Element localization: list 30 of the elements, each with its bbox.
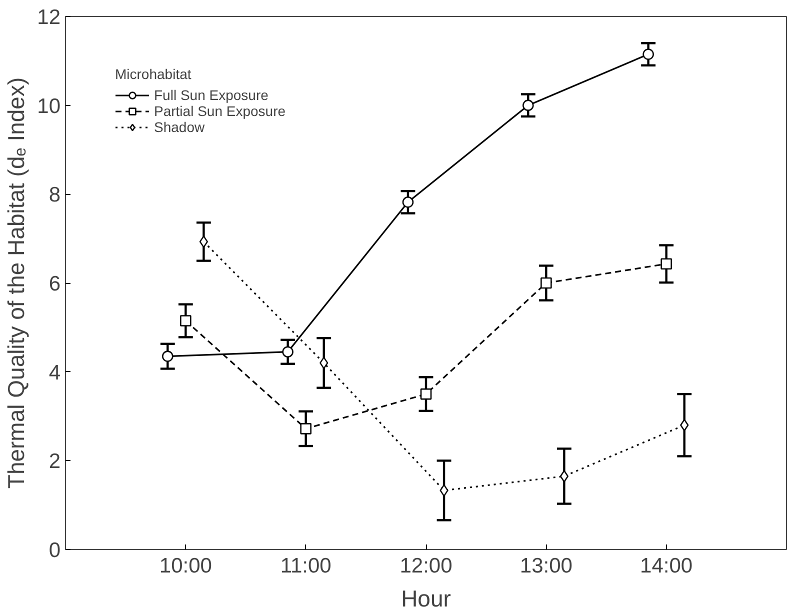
x-tick-label: 12:00 — [400, 554, 452, 578]
x-tick-label: 10:00 — [159, 554, 212, 578]
point — [642, 48, 654, 60]
point — [660, 258, 672, 270]
point — [162, 350, 174, 362]
y-axis-title: Thermal Quality of the Habitat (dₑ Index) — [3, 77, 30, 489]
point — [300, 423, 312, 434]
point — [402, 196, 414, 208]
legend-label: Shadow — [154, 119, 205, 135]
x-tick-label: 13:00 — [520, 554, 572, 578]
point — [560, 470, 569, 482]
point — [180, 315, 192, 326]
legend-label: Partial Sun Exposure — [154, 103, 286, 119]
y-tick-label: 2 — [48, 450, 61, 474]
point — [199, 236, 208, 248]
x-tick-label: 14:00 — [640, 554, 693, 578]
y-tick-label: 0 — [48, 539, 61, 562]
y-tick-label: 12 — [37, 6, 60, 29]
legend-title: Microhabitat — [115, 66, 192, 82]
legend-label: Full Sun Exposure — [154, 87, 268, 103]
x-tick-label: 11:00 — [280, 554, 332, 578]
point — [282, 346, 294, 358]
y-tick-label: 8 — [48, 184, 61, 207]
point — [540, 277, 552, 289]
point — [522, 100, 534, 111]
y-tick-label: 6 — [48, 272, 61, 296]
y-tick-label: 4 — [48, 361, 61, 384]
y-tick-label: 10 — [37, 94, 60, 118]
x-axis-title: Hour — [401, 586, 452, 612]
point — [420, 388, 432, 400]
